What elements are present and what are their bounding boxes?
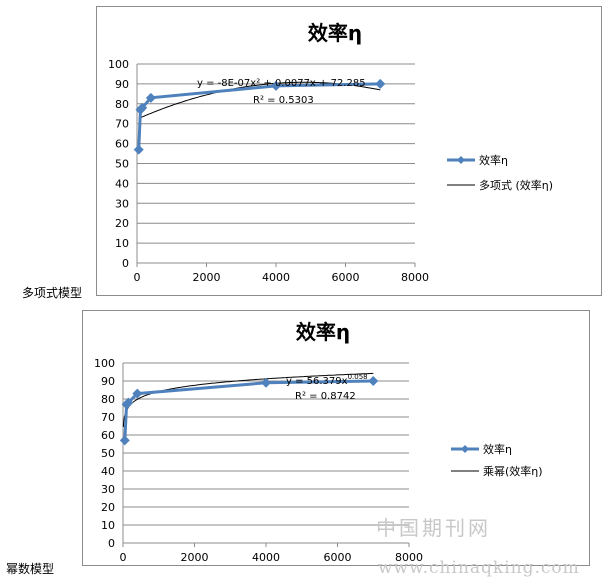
chart-panel-power: 0 10 20 30 40 50 60 70 80 90 100 0 2000 4000 6000 8000 效…	[82, 310, 590, 566]
trendline-r2: R² = 0.5303	[253, 95, 314, 106]
model-label-polynomial: 多项式模型	[22, 286, 83, 300]
legend-trendline-label: 多项式 (效率η)	[479, 178, 553, 192]
y-tick-label: 0	[108, 537, 115, 550]
data-point	[132, 388, 143, 399]
y-tick-label: 20	[101, 501, 115, 514]
y-tick-label: 40	[101, 465, 115, 478]
chart-power: 0 10 20 30 40 50 60 70 80 90 100 0 2000 4000 6000 8000 效…	[94, 320, 543, 564]
trendline-exponent: 0.058	[348, 373, 368, 381]
chart-title: 效率η	[296, 320, 350, 344]
y-tick-label: 90	[115, 78, 129, 91]
watermark-url: www.chinaqking.com	[378, 558, 580, 578]
legend-series-label: 效率η	[479, 153, 508, 167]
x-tick-label: 4000	[262, 271, 290, 284]
data-point	[123, 397, 134, 408]
series-line	[137, 82, 381, 150]
legend-series-label: 效率η	[483, 442, 512, 456]
y-tick-label: 20	[115, 217, 129, 230]
y-tick-label: 60	[101, 429, 115, 442]
x-tick-label: 0	[134, 271, 141, 284]
data-point	[271, 80, 281, 91]
y-tick-label: 10	[115, 237, 129, 250]
y-tick-label: 40	[115, 177, 129, 190]
x-tick-label: 8000	[401, 271, 429, 284]
y-tick-label: 30	[115, 197, 129, 210]
legend-trendline-label: 乘幂(效率η)	[483, 464, 543, 478]
legend-series-marker	[461, 445, 469, 453]
y-tick-label: 100	[94, 357, 115, 370]
data-point	[137, 102, 148, 113]
trendline-equation: y = 56.379x0.058	[286, 373, 368, 387]
series-line	[123, 379, 374, 441]
y-tick-label: 50	[101, 447, 115, 460]
data-point	[375, 78, 386, 89]
y-tick-label: 10	[101, 519, 115, 532]
y-tick-label: 50	[115, 158, 129, 171]
chart-polynomial: 0 10 20 30 40 50 60 70 80 90 100 0 2000 4000 6000 8000 效…	[108, 21, 553, 284]
data-point	[261, 377, 271, 388]
y-tick-label: 90	[101, 375, 115, 388]
y-tick-label: 70	[115, 118, 129, 131]
x-tick-label: 2000	[181, 551, 209, 564]
watermark-text: 中国期刊网	[376, 516, 491, 540]
y-tick-label: 70	[101, 411, 115, 424]
y-tick-label: 100	[108, 58, 129, 71]
y-tick-label: 80	[115, 98, 129, 111]
data-point	[133, 144, 144, 155]
trendline-equation: y = -8E-07x² + 0.0077x + 72.285	[197, 78, 366, 89]
data-point	[145, 92, 156, 103]
legend-series-marker	[457, 156, 465, 164]
x-tick-label: 6000	[332, 271, 360, 284]
x-tick-label: 6000	[324, 551, 352, 564]
trendline-r2: R² = 0.8742	[295, 391, 356, 402]
x-tick-label: 2000	[193, 271, 221, 284]
model-label-power: 幂数模型	[6, 562, 55, 576]
data-point	[119, 435, 130, 446]
x-tick-label: 8000	[395, 551, 423, 564]
trendline	[138, 81, 381, 119]
y-tick-label: 30	[101, 483, 115, 496]
y-tick-label: 60	[115, 138, 129, 151]
chart-panel-polynomial: 0 10 20 30 40 50 60 70 80 90 100 0 2000 4000 6000 8000 效…	[96, 6, 602, 296]
y-tick-label: 80	[101, 393, 115, 406]
y-tick-label: 0	[122, 257, 129, 270]
x-tick-label: 4000	[252, 551, 280, 564]
data-point	[368, 376, 379, 386]
chart-title: 效率η	[308, 21, 362, 45]
x-tick-label: 0	[120, 551, 127, 564]
